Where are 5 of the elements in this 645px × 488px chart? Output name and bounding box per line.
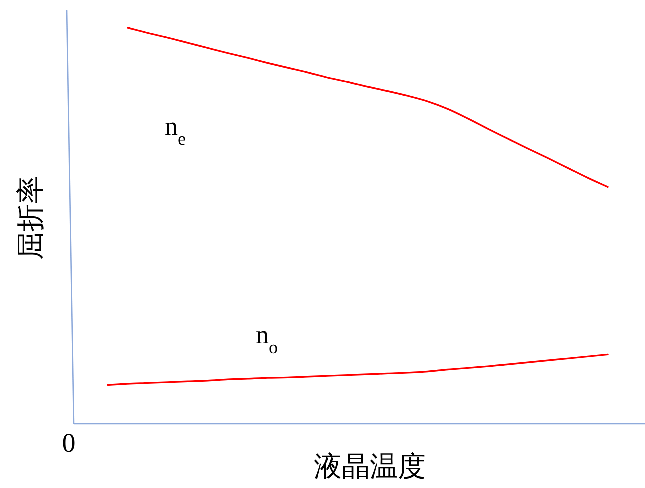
series-label: n$_{e}$ bbox=[165, 112, 186, 150]
annotation: 0 bbox=[62, 428, 76, 458]
series-label: n$_{o}$ bbox=[256, 320, 278, 358]
x-axis-title: 液晶温度 bbox=[314, 452, 426, 483]
y-axis-title: 屈折率 bbox=[16, 176, 47, 260]
